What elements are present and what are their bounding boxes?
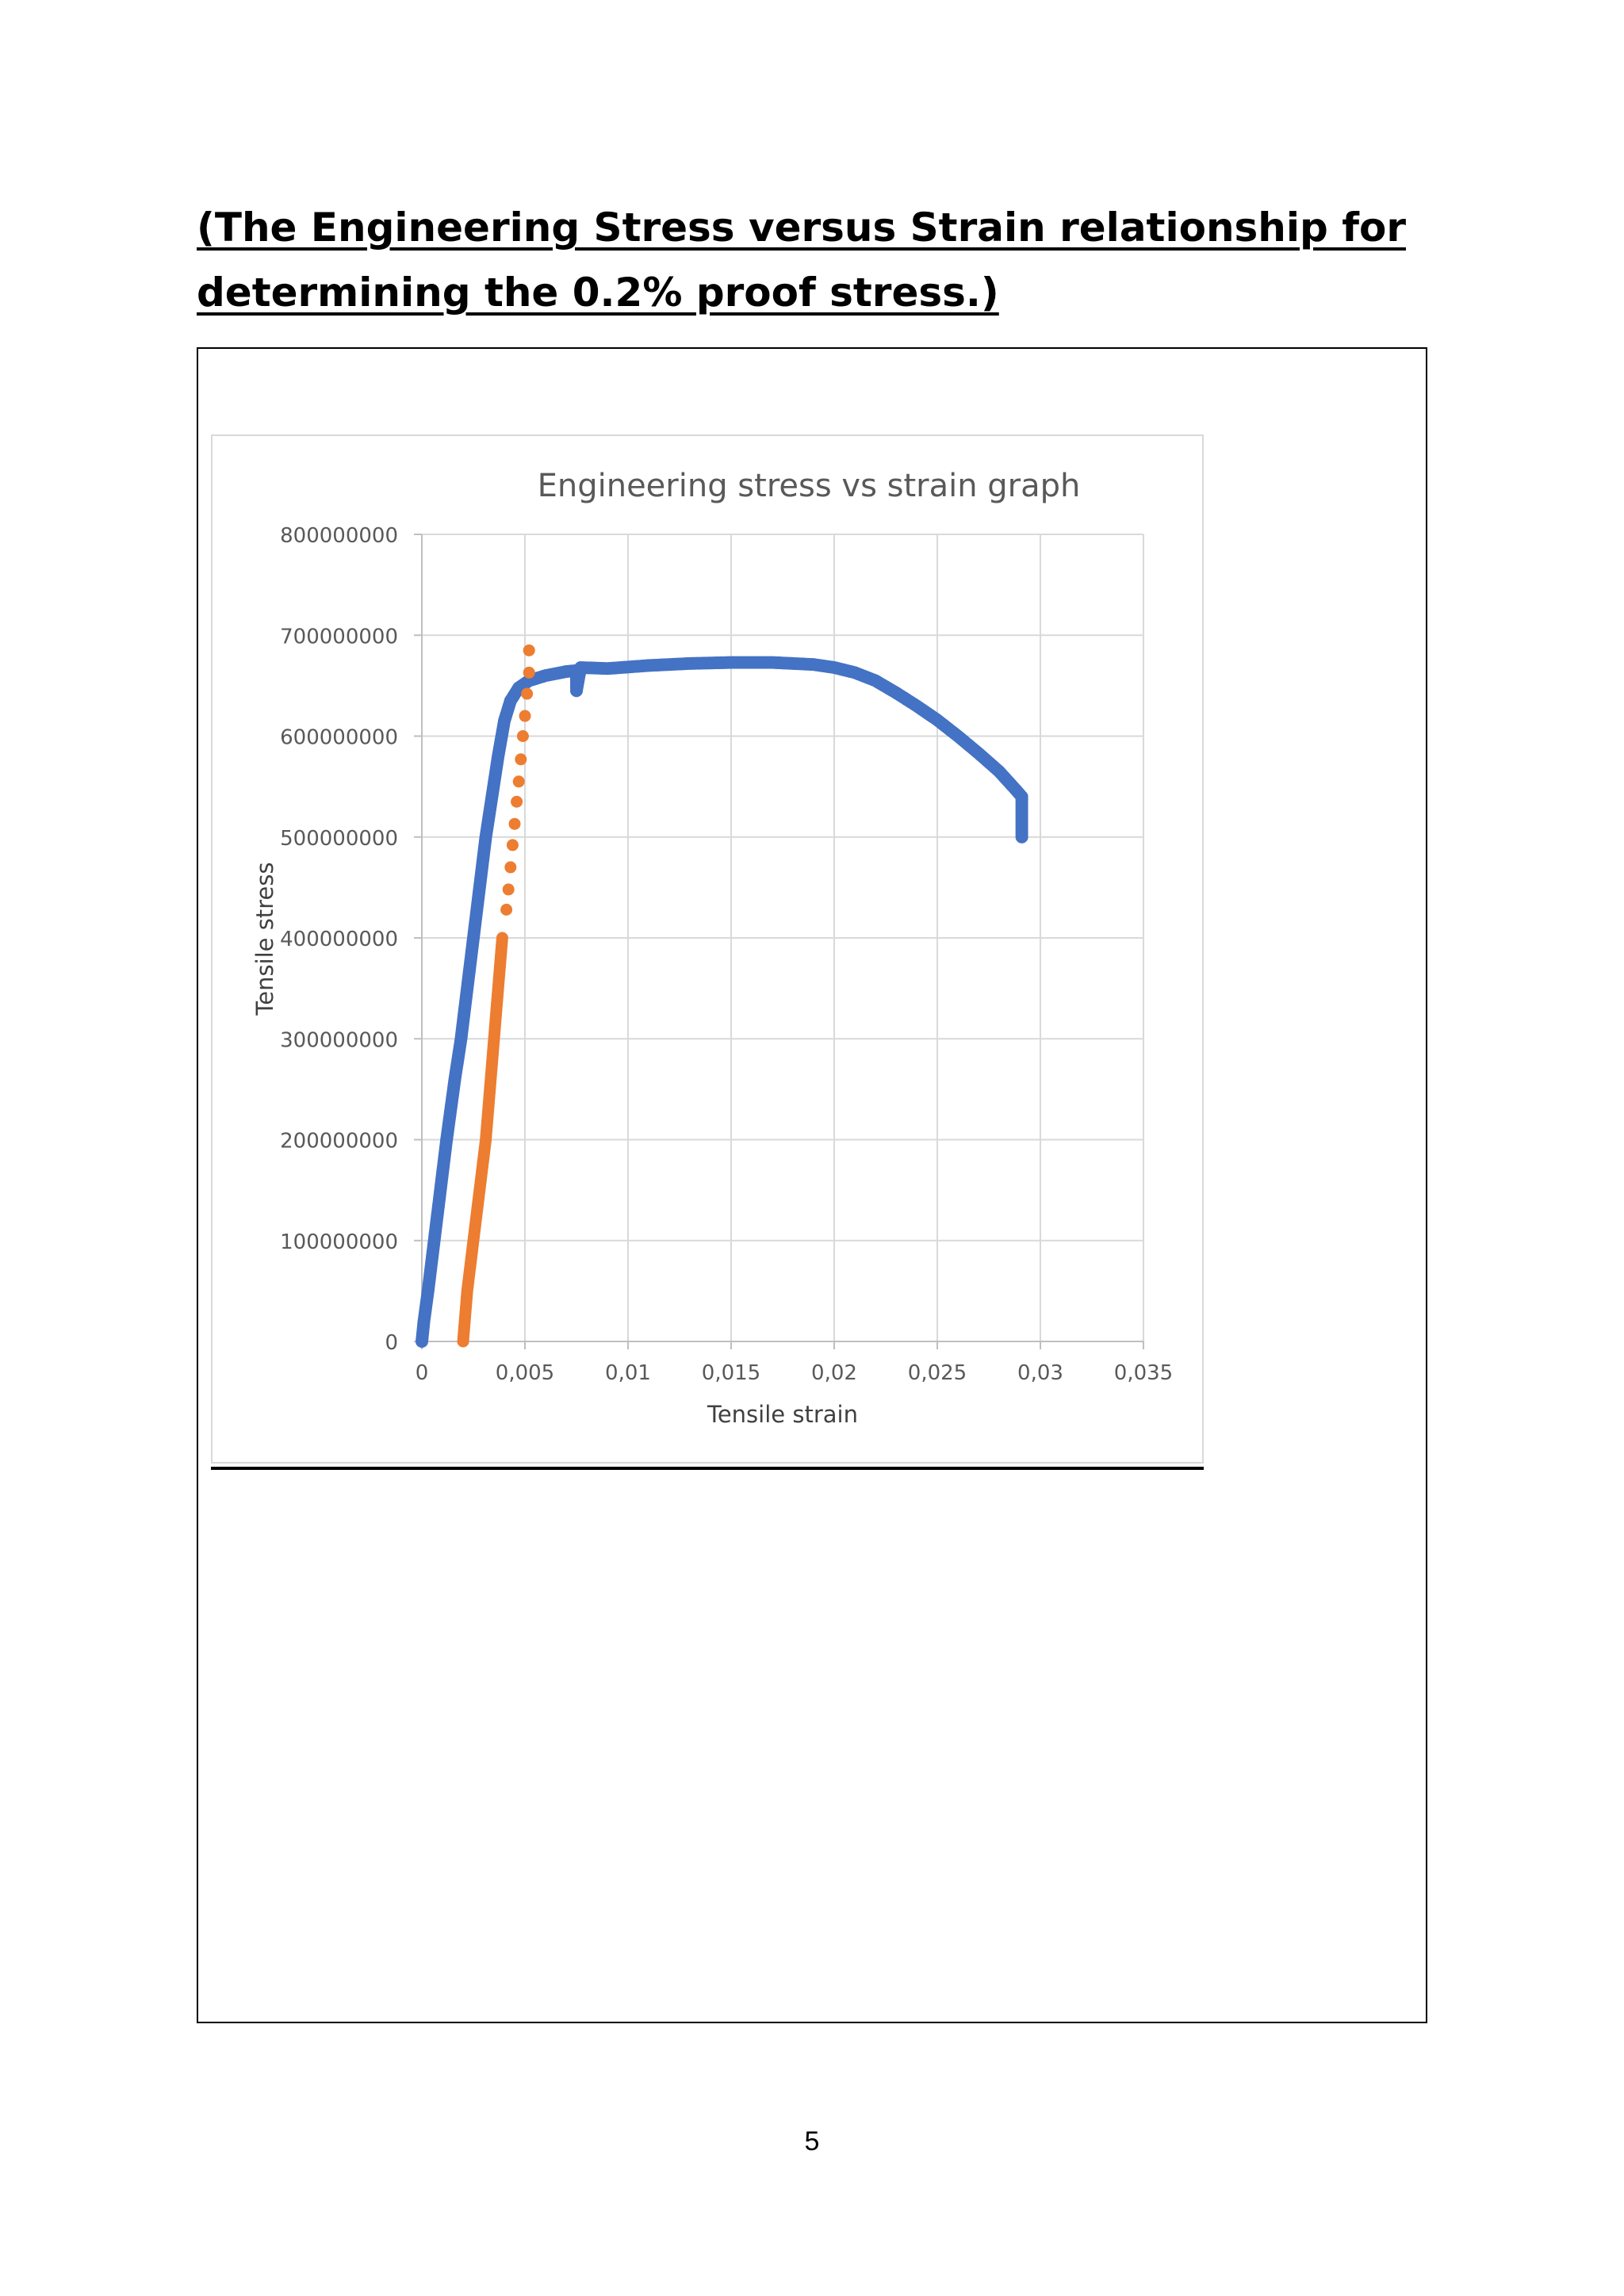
x-axis-label: Tensile strain (707, 1401, 858, 1428)
y-tick-label: 100000000 (280, 1230, 398, 1254)
data-point (500, 903, 513, 916)
y-tick-label: 700000000 (280, 625, 398, 649)
data-point (519, 710, 531, 722)
y-tick-label: 600000000 (280, 726, 398, 750)
chart-series (416, 644, 1028, 1348)
heading-line-1: (The Engineering Stress versus Strain re… (197, 205, 1406, 251)
data-point (508, 817, 521, 830)
y-tick-label: 0 (385, 1331, 398, 1355)
x-tick-label: 0,015 (702, 1361, 760, 1385)
data-point (1015, 830, 1028, 844)
data-point (506, 839, 519, 851)
x-tick-label: 0,03 (1017, 1361, 1063, 1385)
series-1 (457, 644, 535, 1348)
data-point (496, 932, 508, 944)
series-0 (416, 656, 1028, 1348)
data-point (502, 883, 515, 896)
data-point (511, 795, 523, 808)
page-number: 5 (804, 2126, 820, 2156)
data-point (516, 730, 529, 742)
data-point (512, 775, 525, 788)
y-tick-label: 800000000 (280, 524, 398, 548)
figure-frame (197, 347, 1427, 2023)
y-tick-label: 300000000 (280, 1028, 398, 1052)
y-tick-label: 400000000 (280, 928, 398, 951)
x-tick-label: 0,025 (908, 1361, 967, 1385)
x-tick-label: 0,02 (811, 1361, 857, 1385)
y-axis-tick-labels: 0 100000000 200000000 300000000 400000000 500… (280, 524, 398, 1355)
data-point (515, 753, 527, 766)
page-heading: (The Engineering Stress versus Strain re… (197, 195, 1465, 325)
y-tick-label: 200000000 (280, 1130, 398, 1154)
x-axis-tick-labels: 0 0,005 0,01 0,015 0,02 0,025 0,03 0,035 (416, 1361, 1173, 1385)
data-point (504, 861, 517, 874)
data-point (523, 666, 535, 679)
x-tick-label: 0,035 (1114, 1361, 1173, 1385)
x-tick-label: 0,01 (605, 1361, 651, 1385)
x-tick-label: 0,005 (496, 1361, 554, 1385)
stress-strain-chart: Engineering stress vs strain graph 0 0,00… (251, 468, 1173, 1428)
y-tick-label: 500000000 (280, 827, 398, 851)
chart-bottom-rule (211, 1467, 1204, 1470)
chart-axes (414, 534, 1144, 1349)
data-point (523, 644, 535, 656)
chart-area-border (211, 434, 1204, 1464)
x-tick-label: 0 (416, 1361, 429, 1385)
data-point (521, 687, 534, 700)
chart-title: Engineering stress vs strain graph (538, 468, 1081, 504)
heading-line-2: determining the 0.2% proof stress.) (197, 270, 999, 316)
y-axis-label: Tensile stress (251, 862, 278, 1016)
